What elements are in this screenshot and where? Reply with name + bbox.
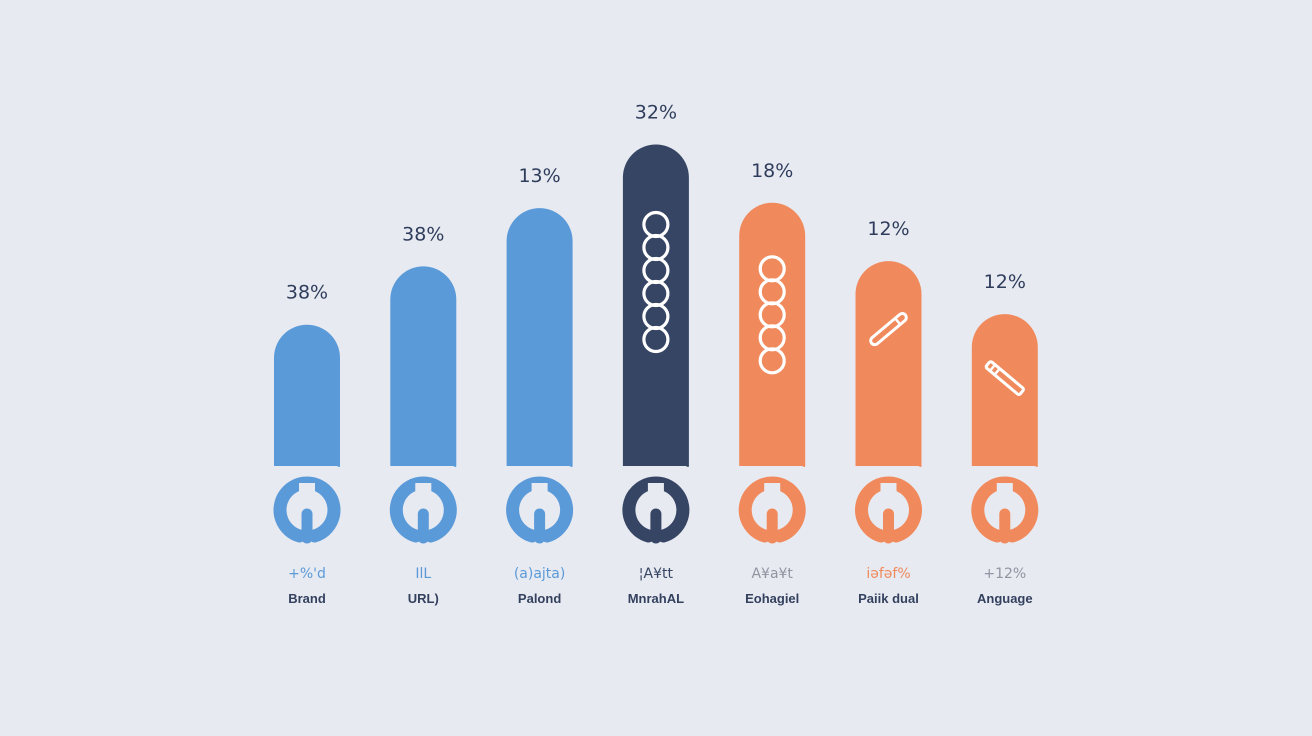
- bar-group: 38% +%'d Brand: [273, 282, 341, 606]
- bar-group: 18% A¥a¥t Eohagiel: [738, 160, 806, 606]
- sub-label: (a)ajta): [514, 566, 566, 582]
- category-label: URL): [408, 591, 439, 606]
- bar-group: 13% (a)ajta) Palond: [506, 165, 574, 606]
- value-label: 32%: [635, 102, 677, 124]
- category-label: Paiik dual: [858, 591, 919, 606]
- sub-label: +%'d: [288, 566, 326, 582]
- value-label: 12%: [867, 218, 909, 240]
- chain-links-icon: [642, 210, 670, 354]
- category-label: MnrahAL: [628, 591, 684, 606]
- chain-links-icon: [758, 255, 786, 375]
- value-label: 38%: [286, 282, 328, 304]
- bar: [274, 324, 340, 467]
- wrench-head-icon: [738, 476, 806, 544]
- category-label: Eohagiel: [745, 591, 799, 606]
- category-label: Anguage: [977, 591, 1033, 606]
- sub-label: iǝfəf%: [866, 566, 910, 582]
- wrench-head-icon: [622, 476, 690, 544]
- sub-label: +12%: [983, 566, 1026, 582]
- bar: [739, 202, 806, 467]
- sub-label: IlL: [415, 566, 431, 582]
- value-label: 18%: [751, 160, 793, 182]
- wrench-head-icon: [855, 476, 922, 544]
- bar: [506, 208, 573, 467]
- value-label: 12%: [984, 271, 1026, 293]
- value-label: 13%: [518, 165, 560, 187]
- bar-group: 12% iǝfəf% Paiik dual: [855, 218, 922, 606]
- category-label: Palond: [518, 591, 561, 606]
- pencil-icon: [869, 312, 908, 347]
- sub-label: ¦A¥tt: [639, 566, 674, 582]
- bar-group: 32% ¦A¥tt MnrahAL: [622, 102, 690, 606]
- bar: [971, 314, 1038, 467]
- wrench-head-icon: [389, 476, 457, 544]
- bar-group: 38% IlL URL): [389, 223, 457, 606]
- value-label: 38%: [402, 223, 444, 245]
- bar-group: 12% +12% Anguage: [971, 271, 1039, 606]
- category-label: Brand: [288, 591, 326, 606]
- wrench-head-icon: [506, 476, 574, 544]
- bar: [390, 266, 457, 467]
- sub-label: A¥a¥t: [751, 566, 793, 582]
- wrench-head-icon: [273, 476, 341, 544]
- wrench-head-icon: [971, 476, 1039, 544]
- bar: [855, 261, 922, 467]
- pen-knife-icon: [984, 360, 1025, 396]
